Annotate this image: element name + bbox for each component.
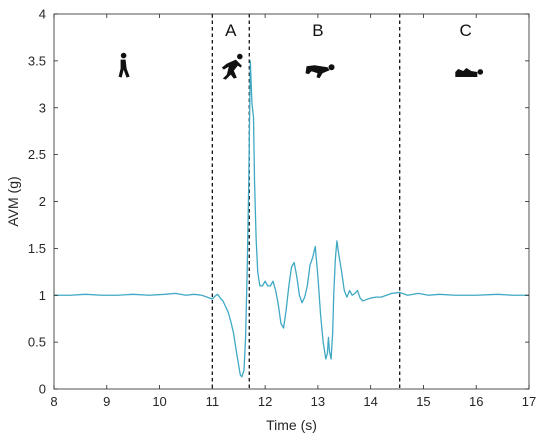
phase-label-b: B <box>312 21 323 40</box>
x-tick-label: 15 <box>416 394 430 409</box>
y-tick-label: 0 <box>39 382 46 397</box>
icon-body <box>118 59 130 78</box>
y-tick-label: 0.5 <box>28 335 46 350</box>
tick-labels: 8 9 10 11 12 13 14 15 16 17 0 0.5 1 1.5 2 2.5 3 3.5 4 <box>28 7 536 410</box>
x-tick-label: 13 <box>311 394 325 409</box>
icon-body <box>455 67 478 77</box>
x-tick-label: 16 <box>469 394 483 409</box>
icon-head <box>477 69 484 75</box>
x-tick-label: 10 <box>152 394 166 409</box>
x-tick-label: 8 <box>50 394 57 409</box>
icon-head <box>120 52 127 59</box>
falling-person-icon <box>221 53 243 80</box>
axes <box>53 13 530 390</box>
y-tick-label: 3 <box>39 100 46 115</box>
phase-label-a: A <box>225 21 237 40</box>
activity-icons <box>118 52 484 80</box>
y-tick-label: 2 <box>39 194 46 209</box>
lying-person-icon <box>455 67 484 77</box>
y-tick-label: 3.5 <box>28 53 46 68</box>
x-tick-label: 12 <box>258 394 272 409</box>
icon-head <box>328 64 335 71</box>
series-layer <box>54 60 529 378</box>
x-tick-label: 9 <box>103 394 110 409</box>
icon-body <box>305 65 330 79</box>
icon-body <box>221 59 242 80</box>
x-tick-label: 11 <box>206 394 220 409</box>
phase-labels: A B C <box>225 21 472 40</box>
avm-series-line <box>54 60 529 378</box>
walking-person-icon <box>118 52 130 78</box>
icon-head <box>237 53 243 60</box>
y-tick-label: 2.5 <box>28 147 46 162</box>
y-tick-label: 1.5 <box>28 241 46 256</box>
x-tick-label: 14 <box>363 394 377 409</box>
impact-person-icon <box>305 64 335 79</box>
phase-label-c: C <box>460 21 472 40</box>
x-tick-label: 17 <box>522 394 536 409</box>
y-axis-title: AVM (g) <box>5 176 21 226</box>
y-tick-label: 1 <box>39 288 46 303</box>
y-tick-label: 4 <box>39 7 46 22</box>
x-axis-title: Time (s) <box>266 417 317 433</box>
phase-boundaries <box>211 14 401 389</box>
